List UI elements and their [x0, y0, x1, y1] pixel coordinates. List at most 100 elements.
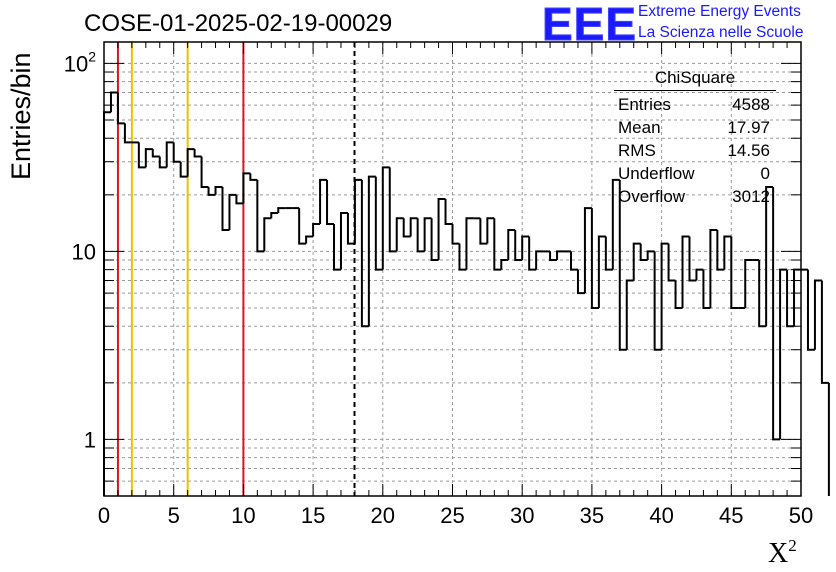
histogram-bin — [625, 279, 634, 350]
histogram-bin — [346, 213, 355, 245]
histogram-bin — [723, 235, 732, 270]
stats-row-overflow: Overflow 3012 — [610, 185, 780, 208]
histogram-bin — [207, 187, 216, 196]
histogram-bin — [263, 217, 272, 252]
stats-box: ChiSquare Entries 4588 Mean 17.97 RMS 14… — [610, 68, 780, 208]
histogram-bin — [402, 218, 411, 238]
histogram-bin — [744, 259, 753, 309]
histogram-bin — [123, 123, 132, 144]
histogram-bin — [312, 222, 321, 237]
x-tick-label: 40 — [649, 503, 673, 528]
histogram-bin — [786, 269, 795, 328]
histogram-bin — [772, 187, 781, 441]
histogram-bin — [388, 167, 397, 253]
histogram-bin — [514, 229, 523, 262]
x-tick-label: 5 — [168, 503, 180, 528]
logo-line-2: La Scienza nelle Scuole — [638, 24, 804, 41]
histogram-bin — [144, 148, 153, 168]
histogram-bin — [730, 236, 739, 310]
histogram-bin — [709, 228, 718, 309]
eee-logo: EEE — [541, 0, 638, 50]
stats-value: 14.56 — [727, 141, 770, 160]
histogram-bin — [333, 223, 341, 271]
histogram-bin — [590, 208, 599, 310]
y-tick-label: 1 — [84, 427, 96, 452]
y-tick-label: 102 — [64, 48, 96, 76]
stats-value: 17.97 — [727, 118, 770, 137]
histogram-bin — [158, 156, 167, 169]
histogram-bin — [604, 236, 613, 271]
histogram-bin — [597, 235, 606, 309]
histogram-bin — [277, 207, 286, 214]
histogram-bin — [806, 269, 815, 351]
stats-value: 0 — [760, 164, 770, 183]
x-axis-label-symbol: X — [768, 538, 789, 569]
x-tick-label: 10 — [231, 503, 255, 528]
histogram-bin — [367, 175, 376, 327]
histogram-bin — [583, 207, 592, 294]
histogram-bin — [103, 111, 111, 496]
histogram-bin — [576, 269, 585, 295]
histogram-bin — [820, 280, 829, 384]
histogram-bin — [716, 229, 725, 271]
x-tick-label: 45 — [719, 503, 743, 528]
x-tick-label: 50 — [789, 503, 813, 528]
histogram-bin — [486, 217, 495, 244]
histogram-bin — [423, 217, 432, 252]
histogram-bin — [611, 178, 620, 270]
histogram-bin — [507, 228, 516, 261]
logo-line-1: Extreme Energy Events — [638, 3, 801, 20]
histogram-bin — [235, 194, 244, 205]
histogram-bin — [569, 251, 578, 271]
histogram-bin — [165, 141, 174, 168]
histogram-bin — [249, 173, 258, 181]
histogram-bin — [360, 179, 369, 328]
histogram-bin — [444, 199, 453, 225]
stats-row-underflow: Underflow 0 — [610, 162, 780, 185]
x-tick-label: 20 — [371, 503, 395, 528]
histogram-bin — [228, 193, 237, 230]
histogram-bin — [660, 242, 669, 350]
histogram-bin — [374, 176, 383, 271]
histogram-bin — [479, 218, 488, 245]
histogram-bin — [779, 268, 788, 440]
histogram-bin — [528, 236, 537, 271]
histogram-bin — [430, 218, 439, 262]
histogram-bin — [353, 178, 362, 244]
histogram-bin — [256, 179, 265, 253]
x-tick-label: 0 — [98, 503, 110, 528]
stats-row-entries: Entries 4588 — [610, 93, 780, 116]
x-axis-label-exponent: 2 — [788, 536, 797, 555]
stats-label: RMS — [618, 141, 656, 160]
x-tick-label: 30 — [510, 503, 534, 528]
histogram-bin — [179, 161, 188, 178]
histogram-bin — [172, 142, 181, 163]
histogram-bin — [493, 218, 502, 271]
x-tick-label: 35 — [580, 503, 604, 528]
stats-row-rms: RMS 14.56 — [610, 139, 780, 162]
histogram-bin — [109, 91, 118, 113]
stats-value: 4588 — [732, 95, 770, 114]
stats-label: Underflow — [618, 164, 695, 183]
histogram-bin — [242, 172, 251, 204]
histogram-bin — [695, 268, 704, 281]
histogram-bin — [214, 186, 223, 195]
histogram-bin — [458, 243, 467, 271]
histogram-bin — [409, 217, 418, 237]
histogram-bin — [270, 212, 279, 219]
histogram-bin — [451, 223, 460, 245]
histogram-bin — [339, 212, 348, 270]
histogram-bin — [681, 235, 690, 309]
stats-row-mean: Mean 17.97 — [610, 116, 780, 139]
y-tick-label: 10 — [72, 239, 96, 264]
histogram-bin — [688, 236, 697, 282]
histogram-bin — [765, 186, 774, 327]
histogram-bin — [500, 259, 509, 270]
stats-label: Overflow — [618, 187, 686, 206]
histogram-bin — [793, 268, 801, 327]
histogram-bin — [381, 166, 390, 270]
stats-label: Mean — [618, 118, 661, 137]
histogram-bin — [639, 243, 648, 262]
histogram-bin — [116, 92, 125, 125]
histogram-bin — [758, 260, 767, 328]
